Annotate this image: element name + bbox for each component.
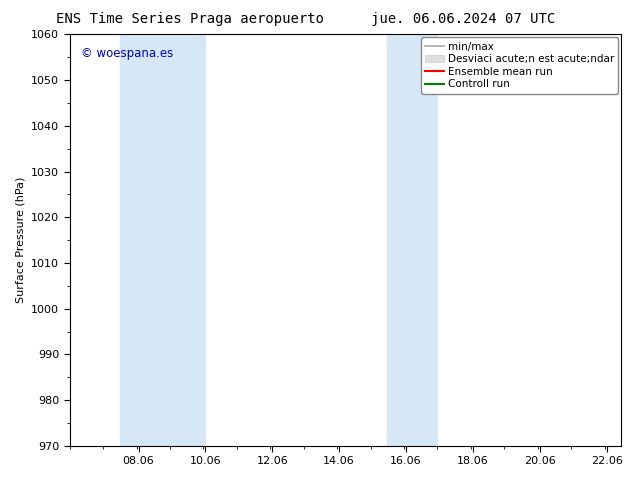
Text: © woespana.es: © woespana.es [81,47,173,60]
Bar [120,34,205,446]
Bar [387,34,437,446]
Text: ENS Time Series Praga aeropuerto: ENS Time Series Praga aeropuerto [56,12,324,26]
Y-axis label: Surface Pressure (hPa): Surface Pressure (hPa) [16,177,25,303]
Legend: min/max, Desviaci acute;n est acute;ndar, Ensemble mean run, Controll run: min/max, Desviaci acute;n est acute;ndar… [421,37,618,94]
Text: jue. 06.06.2024 07 UTC: jue. 06.06.2024 07 UTC [371,12,555,26]
